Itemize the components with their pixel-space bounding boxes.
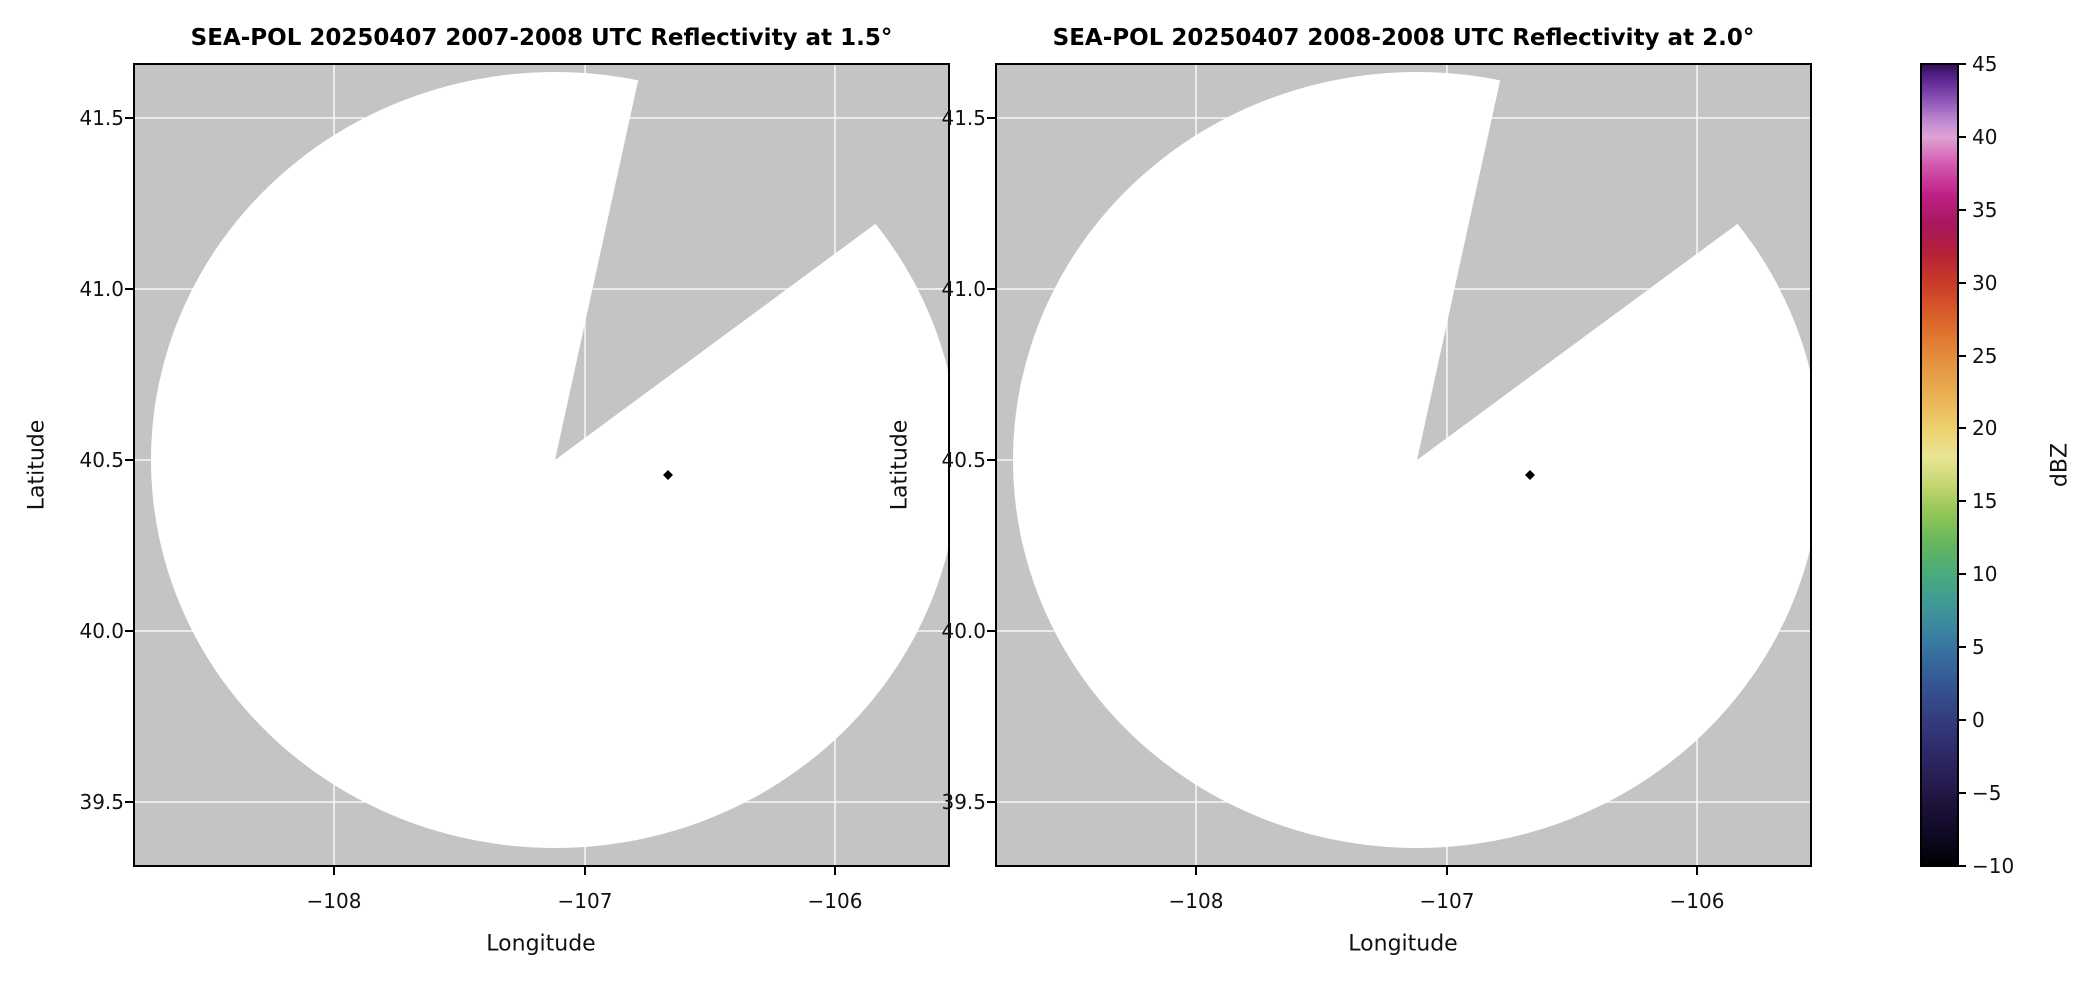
y-tick-label: 40.0 <box>941 619 986 643</box>
colorbar-tick-label: 0 <box>1972 708 1985 732</box>
y-tick-label: 39.5 <box>941 790 986 814</box>
echo-point-left <box>663 470 673 480</box>
colorbar-tick-label: 30 <box>1972 271 1998 295</box>
panel-title-left: SEA-POL 20250407 2007-2008 UTC Reflectiv… <box>190 25 893 51</box>
axis-ticks-left <box>125 117 836 875</box>
gridlines-right <box>996 64 1811 866</box>
colorbar-tick-label: −5 <box>1972 781 2002 805</box>
missing-data-wedge-right <box>1417 64 1811 460</box>
panel-title-right: SEA-POL 20250407 2008-2008 UTC Reflectiv… <box>1052 25 1755 51</box>
x-axis-label-left: Longitude <box>486 931 596 957</box>
y-tick-label: 41.0 <box>79 277 124 301</box>
y-tick-label: 40.5 <box>79 448 124 472</box>
x-axis-label-right: Longitude <box>1348 931 1458 957</box>
radar-panel-right-graphics <box>996 64 1811 866</box>
colorbar <box>1920 63 1959 867</box>
radar-panel-left-graphics <box>134 64 949 866</box>
gridlines-left <box>134 64 949 866</box>
colorbar-tick-label: 40 <box>1972 125 1998 149</box>
y-tick-label: 40.0 <box>79 619 124 643</box>
plot-frame-right <box>995 63 1812 867</box>
colorbar-tick-label: 10 <box>1972 562 1998 586</box>
x-tick-label: −107 <box>1419 889 1475 913</box>
y-tick-label: 41.0 <box>941 277 986 301</box>
missing-data-wedge-left <box>555 64 949 460</box>
y-axis-label-left: Latitude <box>24 419 50 511</box>
x-tick-label: −107 <box>557 889 613 913</box>
x-tick-label: −106 <box>807 889 863 913</box>
x-tick-label: −106 <box>1669 889 1725 913</box>
x-tick-label: −108 <box>1168 889 1224 913</box>
y-tick-label: 40.5 <box>941 448 986 472</box>
colorbar-ticks <box>1958 63 1966 867</box>
colorbar-tick-label: 15 <box>1972 489 1998 513</box>
colorbar-tick-label: 45 <box>1972 52 1998 76</box>
y-axis-label-right: Latitude <box>887 419 913 511</box>
colorbar-tick-label: 25 <box>1972 344 1998 368</box>
colorbar-tick-label: 35 <box>1972 198 1998 222</box>
echo-point-right <box>1525 470 1535 480</box>
y-tick-label: 39.5 <box>79 790 124 814</box>
colorbar-tick-label: 20 <box>1972 416 1998 440</box>
colorbar-tick-label: −10 <box>1972 854 2015 878</box>
x-tick-label: −108 <box>306 889 362 913</box>
colorbar-tick-label: 5 <box>1972 635 1985 659</box>
y-tick-label: 41.5 <box>79 106 124 130</box>
y-tick-label: 41.5 <box>941 106 986 130</box>
colorbar-label: dBZ <box>2047 442 2073 488</box>
plot-frame-left <box>133 63 950 867</box>
axis-ticks-right <box>987 117 1698 875</box>
